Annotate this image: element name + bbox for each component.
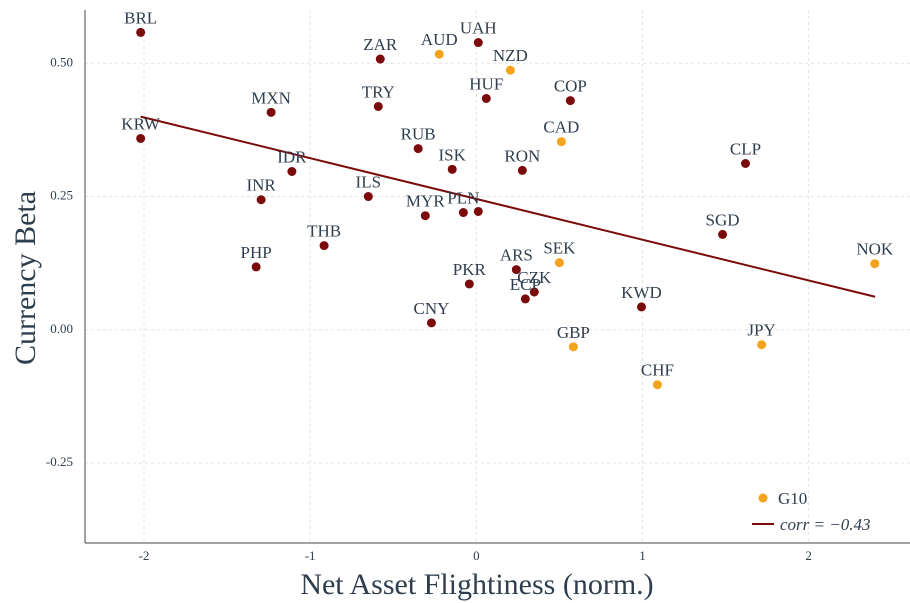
point <box>464 279 474 289</box>
point-label: CLP <box>730 140 761 159</box>
x-tick-label: 1 <box>639 548 646 563</box>
x-tick-label: -1 <box>305 548 316 563</box>
point-label: IDR <box>277 147 307 166</box>
y-tick-label: 0.50 <box>50 54 73 69</box>
point-label: ARS <box>500 246 533 265</box>
y-tick-label: 0.00 <box>50 321 73 336</box>
point <box>447 164 457 174</box>
point <box>636 302 646 312</box>
point <box>757 340 767 350</box>
point-label: NZD <box>493 46 528 65</box>
point <box>375 54 385 64</box>
point <box>520 294 530 304</box>
point <box>556 137 566 147</box>
point-label: SGD <box>706 210 740 229</box>
point <box>319 241 329 251</box>
point-label: ILS <box>356 173 382 192</box>
point <box>426 318 436 328</box>
point <box>413 144 423 154</box>
point-label: MXN <box>251 88 291 107</box>
point-label: ISK <box>439 145 467 164</box>
point-label: PKR <box>453 260 487 279</box>
point-label: KWD <box>621 283 662 302</box>
point <box>287 166 297 176</box>
point-label: HUF <box>469 74 503 93</box>
x-tick-label: 0 <box>473 548 480 563</box>
point-label: INR <box>246 176 276 195</box>
point-label: CNY <box>413 299 449 318</box>
y-axis-label: Currency Beta <box>9 191 42 365</box>
point <box>529 287 539 297</box>
legend-label: corr = −0.43 <box>780 515 870 534</box>
point <box>565 96 575 106</box>
point <box>136 27 146 37</box>
y-tick-label: 0.25 <box>50 188 73 203</box>
point <box>511 265 521 275</box>
point <box>718 229 728 239</box>
point-label: PHP <box>241 243 272 262</box>
point <box>517 165 527 175</box>
point-label: KRW <box>121 114 161 133</box>
point <box>652 380 662 390</box>
point <box>473 38 483 48</box>
point-label: TRY <box>362 82 395 101</box>
x-tick-label: 2 <box>805 548 812 563</box>
point <box>740 159 750 169</box>
point <box>434 49 444 59</box>
point-label: THB <box>307 222 341 241</box>
point <box>473 206 483 216</box>
point-label: PLN <box>447 189 479 208</box>
point <box>870 259 880 269</box>
point-label: NOK <box>856 240 894 259</box>
point-label: MYR <box>406 192 445 211</box>
point-label: CZK <box>517 268 552 287</box>
legend-marker <box>758 493 768 503</box>
point-label: ECP <box>510 275 541 294</box>
point-label: SEK <box>543 239 576 258</box>
point-label: JPY <box>747 321 775 340</box>
point <box>505 65 515 75</box>
point <box>266 107 276 117</box>
point <box>420 211 430 221</box>
point <box>136 133 146 143</box>
point-label: AUD <box>421 30 458 49</box>
point-label: ZAR <box>363 35 398 54</box>
point-label: BRL <box>124 8 157 27</box>
point <box>481 93 491 103</box>
fit-line <box>140 115 876 298</box>
point-label: COP <box>554 77 587 96</box>
point-label: GBP <box>557 323 590 342</box>
x-tick-label: -2 <box>139 548 150 563</box>
point <box>568 342 578 352</box>
point <box>373 101 383 111</box>
point <box>251 262 261 272</box>
legend-label: G10 <box>778 489 807 508</box>
point <box>458 208 468 218</box>
point <box>256 195 266 205</box>
point-label: CHF <box>641 361 674 380</box>
x-axis-label: Net Asset Flightiness (norm.) <box>300 568 653 601</box>
point-label: CAD <box>543 118 579 137</box>
point-label: RUB <box>401 125 436 144</box>
point <box>363 192 373 202</box>
point <box>554 258 564 268</box>
point-label: UAH <box>460 19 497 38</box>
y-tick-label: -0.25 <box>46 454 73 469</box>
point-label: RON <box>504 146 540 165</box>
